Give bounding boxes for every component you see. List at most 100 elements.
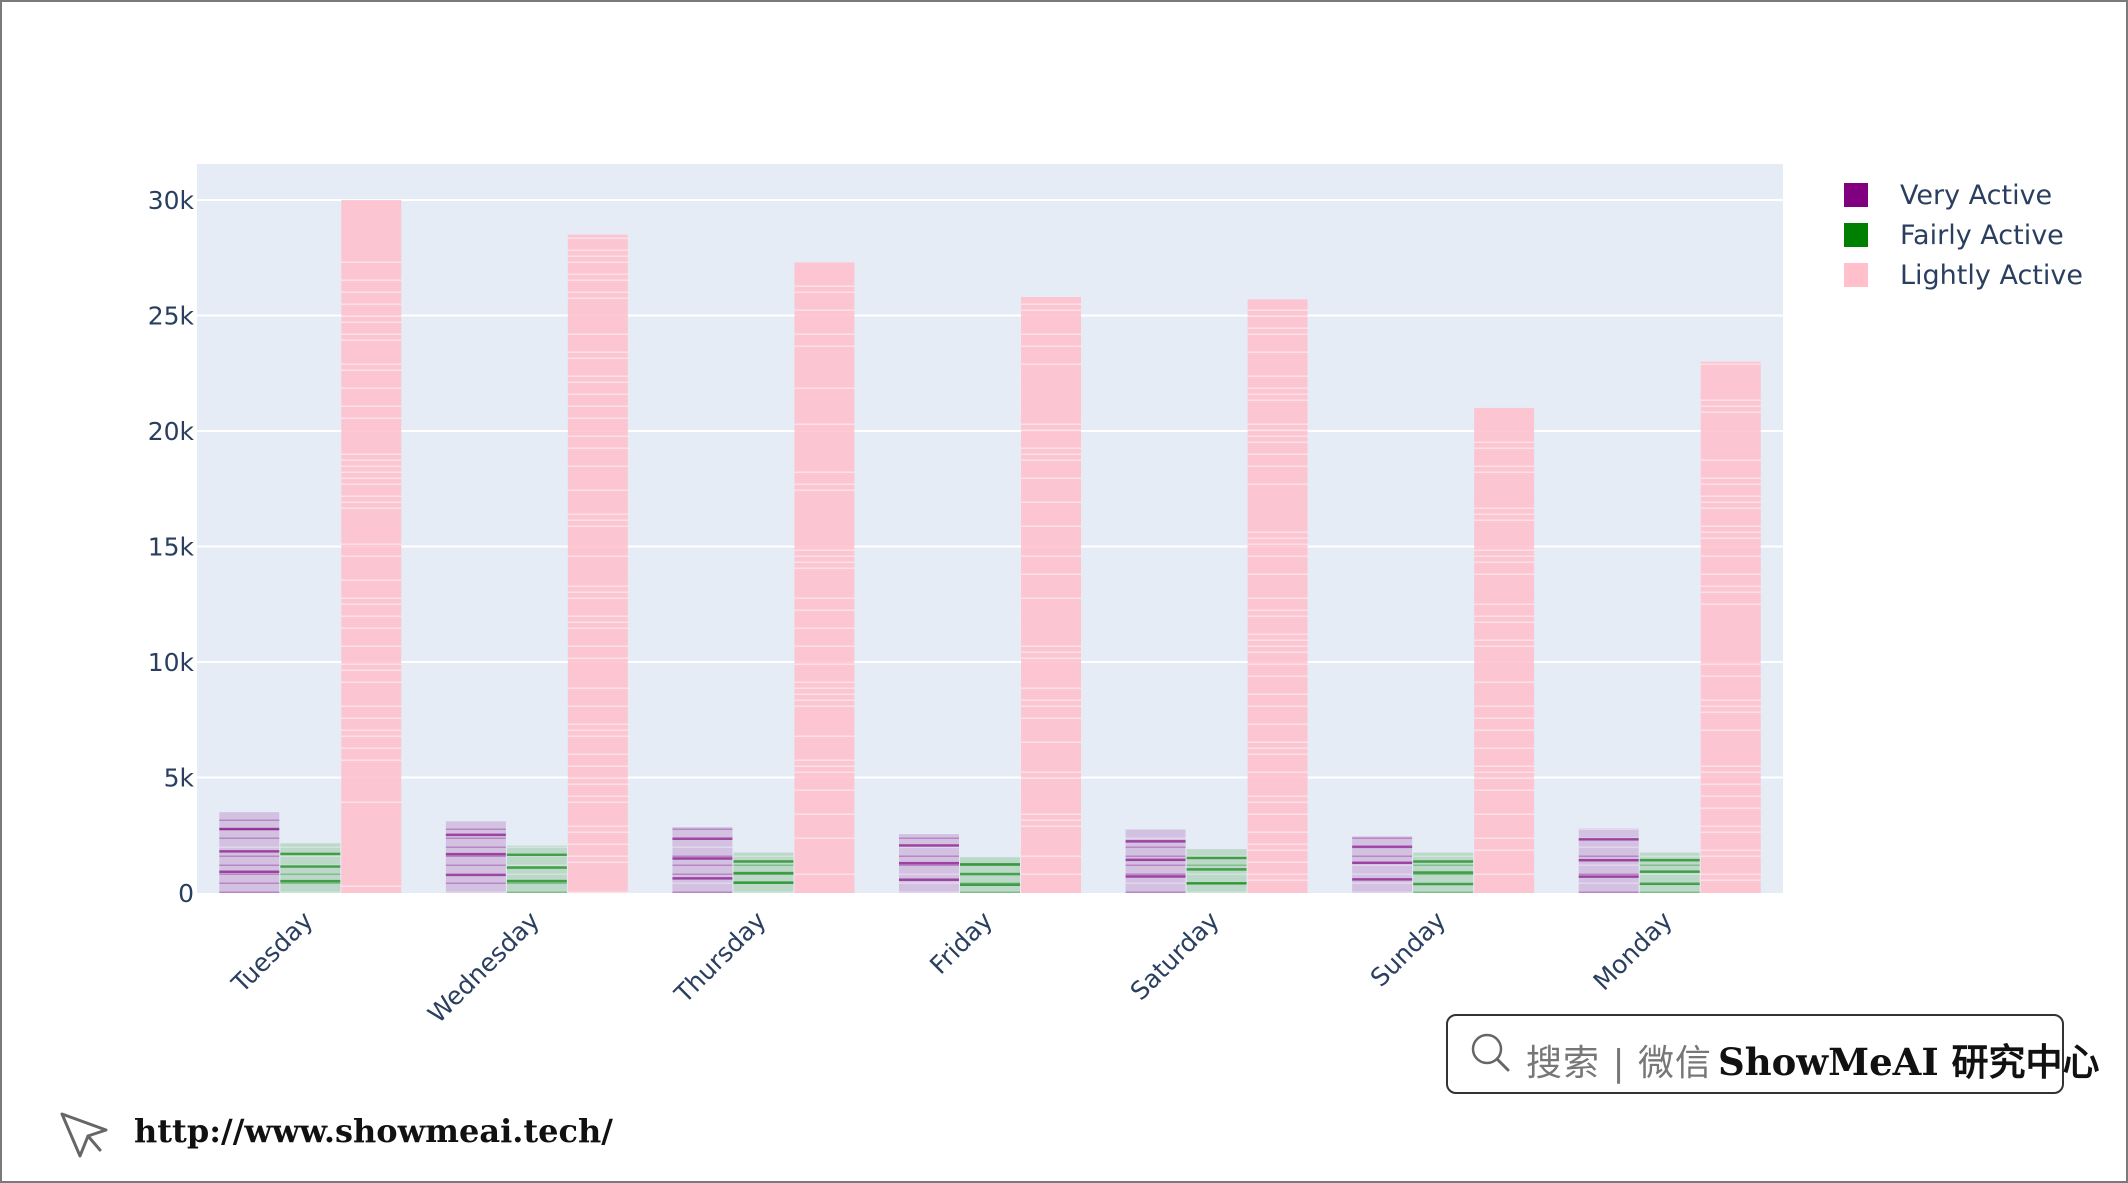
bar-segment-edge: [1474, 705, 1535, 707]
bar-segment-edge: [794, 411, 855, 413]
bar-segment-accent: [445, 873, 506, 877]
bar-segment-edge: [341, 339, 402, 341]
bar-segment-edge: [794, 699, 855, 701]
legend-item[interactable]: Very Active: [1844, 180, 2052, 211]
bar-segment-edge: [1247, 567, 1308, 569]
bar-segment-edge: [794, 447, 855, 449]
bar-segment-edge: [341, 519, 402, 521]
bar-segment-edge: [794, 759, 855, 761]
bar-segment-edge: [1639, 864, 1700, 866]
bar-segment-edge: [341, 513, 402, 515]
bar-segment-edge: [1021, 405, 1081, 407]
bar-segment-edge: [1247, 759, 1308, 761]
bar-segment-edge: [794, 315, 855, 317]
bar-segment-edge: [1474, 453, 1535, 455]
bar-segment-edge: [1700, 597, 1761, 599]
bar-segment-edge: [1247, 837, 1308, 839]
bar-segment-edge: [794, 387, 855, 389]
bar-segment-edge: [1700, 675, 1761, 677]
bar-segment-edge: [1247, 693, 1308, 695]
bar-segment-edge: [341, 531, 402, 533]
bar-segment-edge: [1474, 717, 1535, 719]
bar-segment-edge: [1186, 873, 1247, 875]
bar-segment-edge: [567, 651, 628, 653]
bar: [1700, 361, 1761, 893]
bar-segment-edge: [341, 399, 402, 401]
bar-segment-edge: [1021, 711, 1081, 713]
bar-segment-edge: [445, 864, 506, 866]
bar-segment-edge: [567, 327, 628, 329]
bar-segment-edge: [567, 501, 628, 503]
bar-segment-edge: [567, 855, 628, 857]
y-axis-ticks: 0 5k 10k 15k 20k 25k 30k: [148, 186, 195, 908]
bar-segment-edge: [1021, 597, 1081, 599]
bar-segment-edge: [794, 573, 855, 575]
bar-segment-accent: [960, 863, 1020, 866]
bar-segment-edge: [567, 357, 628, 359]
bar-segment-edge: [1700, 801, 1761, 803]
bar-segment-edge: [1247, 819, 1308, 821]
bar-segment-edge: [1474, 771, 1535, 773]
legend-item[interactable]: Lightly Active: [1844, 260, 2083, 291]
bar-segment-accent: [1578, 875, 1639, 878]
bar-segment-edge: [567, 885, 628, 887]
bar-segment-edge: [1021, 669, 1081, 671]
bar-segment-edge: [341, 483, 402, 485]
bar-segment-edge: [341, 471, 402, 473]
bar-segment-edge: [1700, 369, 1761, 371]
bar-body: [280, 843, 341, 893]
bar-segment-edge: [1247, 453, 1308, 455]
bar-segment-edge: [341, 615, 402, 617]
plot-area: [197, 164, 1783, 893]
bar-segment-edge: [567, 381, 628, 383]
bar-segment-edge: [1474, 693, 1535, 695]
bar-segment-edge: [1021, 681, 1081, 683]
bar-segment-edge: [1700, 441, 1761, 443]
footer-url[interactable]: http://www.showmeai.tech/: [134, 1112, 613, 1150]
bar-segment-edge: [672, 846, 733, 848]
bar-segment-edge: [1247, 357, 1308, 359]
bar-segment-edge: [794, 543, 855, 545]
bar-segment-edge: [1474, 675, 1535, 677]
bar-segment-edge: [567, 405, 628, 407]
bar-segment-edge: [1247, 333, 1308, 335]
bar-segment-edge: [1021, 795, 1081, 797]
bar-segment-accent: [672, 857, 733, 860]
bar-segment-edge: [1021, 867, 1081, 869]
bar-segment-accent: [219, 827, 280, 831]
bar-segment-edge: [341, 681, 402, 683]
bar-segment-edge: [1247, 861, 1308, 863]
bar-segment-edge: [219, 882, 280, 884]
bar-segment-edge: [1125, 864, 1186, 866]
bar-segment-edge: [1700, 543, 1761, 545]
bar-segment-edge: [341, 885, 402, 887]
bar-segment-edge: [1700, 507, 1761, 509]
bar-segment-edge: [1700, 531, 1761, 533]
bar-segment-edge: [567, 267, 628, 269]
bar-segment-edge: [1247, 543, 1308, 545]
bar-segment-edge: [1021, 357, 1081, 359]
bar-segment-edge: [341, 243, 402, 245]
bar-segment-edge: [1247, 471, 1308, 473]
bar-segment-edge: [567, 285, 628, 287]
bar-segment-edge: [794, 471, 855, 473]
bar-segment-edge: [567, 237, 628, 239]
bar-segment-edge: [733, 855, 794, 857]
bar-segment-edge: [1474, 663, 1535, 665]
bar-segment-edge: [794, 363, 855, 365]
bar-segment-edge: [1247, 615, 1308, 617]
bar-segment-edge: [567, 723, 628, 725]
bar-segment-edge: [567, 537, 628, 539]
bar-segment-edge: [1474, 759, 1535, 761]
bar-segment-edge: [341, 879, 402, 881]
bar-segment-edge: [567, 321, 628, 323]
bar-segment-edge: [1474, 555, 1535, 557]
bar-segment-edge: [567, 459, 628, 461]
bar-segment-edge: [567, 519, 628, 521]
bar-segment-edge: [280, 873, 341, 875]
bar-segment-edge: [341, 741, 402, 743]
legend-item[interactable]: Fairly Active: [1844, 220, 2064, 251]
bar-segment-edge: [1700, 837, 1761, 839]
bar-segment-edge: [1125, 855, 1186, 857]
bar-segment-edge: [1021, 339, 1081, 341]
